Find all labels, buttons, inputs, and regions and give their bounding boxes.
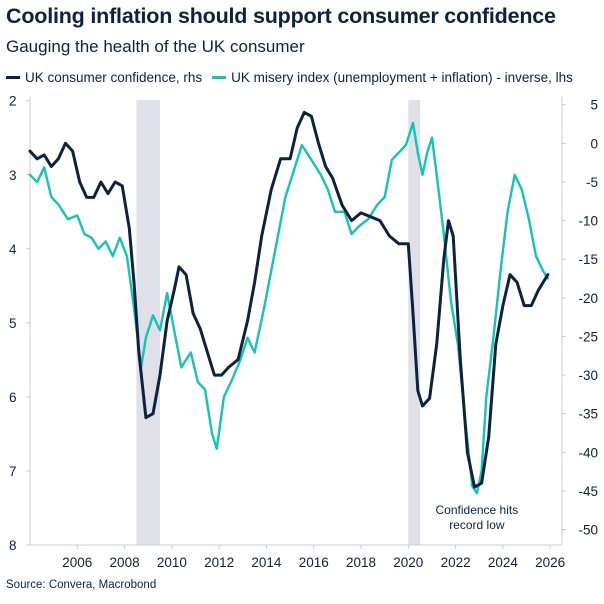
x-tick-label-1: 2008 [110, 555, 140, 570]
x-tick-label-6: 2018 [346, 555, 376, 570]
right-tick-label-6: -25 [578, 329, 598, 344]
right-tick-label-1: 0 [590, 136, 598, 151]
legend-swatch-dark [6, 76, 20, 79]
legend-swatch-teal [212, 76, 227, 79]
left-tick-label-5: 7 [9, 464, 17, 479]
annotation-label-line1: Confidence hits [436, 503, 519, 517]
right-tick-label-10: -45 [578, 484, 598, 499]
annotation-label-line2: record low [449, 518, 505, 532]
right-tick-label-5: -20 [578, 291, 598, 306]
x-tick-label-10: 2026 [535, 555, 565, 570]
left-tick-label-6: 8 [9, 538, 17, 553]
legend-label-consumer-confidence: UK consumer confidence, rhs [25, 70, 203, 85]
right-tick-label-2: -5 [586, 175, 598, 190]
left-tick-label-2: 4 [9, 242, 17, 257]
right-tick-label-11: -50 [578, 523, 598, 538]
recession-shade-0 [136, 100, 161, 545]
series-line-misery-index [28, 121, 549, 495]
x-tick-label-0: 2006 [62, 555, 92, 570]
left-tick-label-3: 5 [9, 316, 17, 331]
left-tick-label-0: 2 [9, 94, 17, 109]
right-tick-label-7: -30 [578, 368, 598, 383]
chart-title: Cooling inflation should support consume… [6, 4, 556, 28]
x-tick-label-7: 2020 [393, 555, 423, 570]
x-tick-label-9: 2024 [488, 555, 519, 570]
source-note: Source: Convera, Macrobond [6, 579, 157, 591]
x-tick-label-5: 2016 [299, 555, 329, 570]
right-tick-label-9: -40 [578, 445, 598, 460]
x-tick-label-8: 2022 [441, 555, 471, 570]
x-tick-label-3: 2012 [204, 555, 234, 570]
x-tick-label-4: 2014 [251, 555, 282, 570]
right-tick-label-0: 5 [590, 98, 598, 113]
legend-item-misery-index: UK misery index (unemployment + inflatio… [212, 70, 573, 85]
legend-label-misery-index: UK misery index (unemployment + inflatio… [231, 70, 573, 85]
right-tick-label-3: -10 [578, 214, 598, 229]
legend-item-consumer-confidence: UK consumer confidence, rhs [6, 70, 202, 85]
left-tick-label-4: 6 [9, 390, 17, 405]
right-tick-label-8: -35 [578, 407, 598, 422]
series-line-consumer-confidence [28, 110, 550, 489]
chart-legend: UK consumer confidence, rhs UK misery in… [6, 70, 583, 85]
chart-subtitle: Gauging the health of the UK consumer [6, 37, 305, 56]
left-tick-label-1: 3 [9, 168, 17, 183]
right-tick-label-4: -15 [578, 252, 598, 267]
x-tick-label-2: 2010 [157, 555, 187, 570]
